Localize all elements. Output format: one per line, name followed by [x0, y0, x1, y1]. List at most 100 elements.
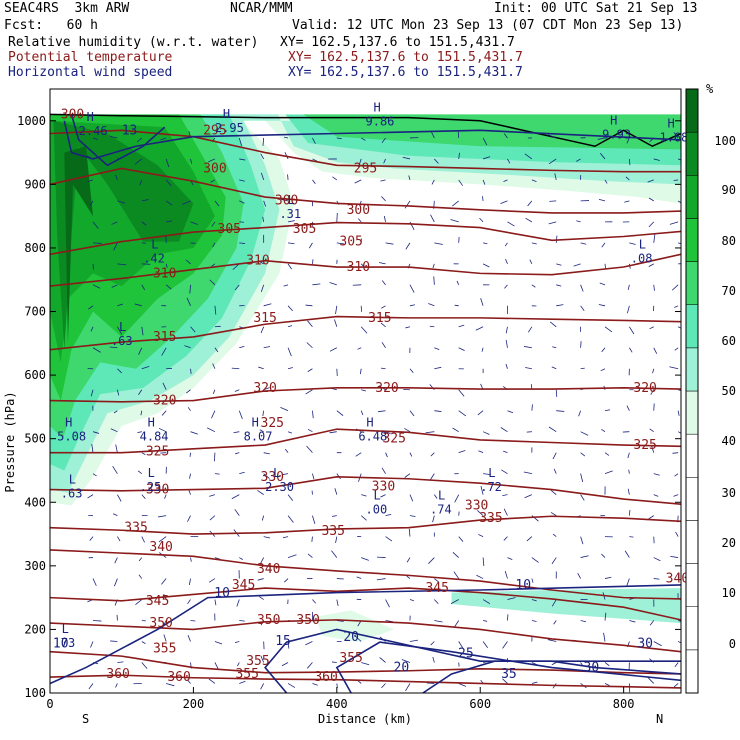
- wind-contour: [63, 120, 681, 160]
- y-tick-label: 500: [24, 432, 46, 446]
- wind-arrow: [239, 557, 243, 560]
- colorbar-tick-label: 70: [722, 284, 736, 298]
- wind-arrow: [409, 284, 415, 293]
- wind-arrow: [502, 641, 508, 649]
- theta-contour-label: 315: [253, 311, 276, 326]
- wind-arrow: [239, 620, 245, 622]
- wind-arrow: [357, 218, 362, 223]
- wind-arrow: [381, 342, 386, 348]
- wind-arrow: [503, 508, 508, 516]
- wind-arrow: [262, 216, 265, 222]
- wind-arrow: [87, 179, 94, 183]
- wind-arrow: [527, 326, 533, 333]
- wind-arrow: [285, 448, 289, 453]
- wind-arrow: [280, 406, 289, 412]
- wind-arrow: [428, 557, 435, 564]
- low-marker: L: [639, 237, 646, 251]
- theta-contour-label: 335: [479, 511, 502, 526]
- theta-contour-label: 300: [275, 193, 298, 208]
- wind-arrow: [141, 326, 144, 336]
- wind-arrow: [678, 389, 681, 392]
- wind-arrow: [88, 683, 94, 690]
- theta-contour-label: 325: [261, 416, 284, 431]
- wind-arrow: [402, 156, 411, 160]
- wind-arrow: [678, 620, 681, 622]
- colorbar-segment: [685, 563, 699, 607]
- wind-arrow: [624, 550, 630, 558]
- extremum-value: 1.68: [659, 131, 688, 145]
- wind-arrow: [404, 428, 411, 433]
- wind-arrow: [483, 620, 488, 622]
- wind-arrow: [287, 554, 297, 558]
- wind-arrow: [361, 557, 369, 561]
- wind-arrow: [379, 657, 386, 663]
- theta-contour-label: 335: [321, 524, 344, 539]
- wind-arrow: [629, 326, 635, 335]
- wind-arrow: [383, 215, 386, 222]
- theta-contour-label: 360: [106, 667, 129, 682]
- y-axis-label: Pressure (hPa): [3, 391, 17, 492]
- wind-arrow: [92, 620, 102, 622]
- wind-arrow: [677, 641, 681, 644]
- wind-arrow: [140, 410, 143, 416]
- wind-arrow: [134, 158, 143, 165]
- wind-arrow: [354, 179, 362, 184]
- wind-contour: [50, 584, 681, 685]
- wind-arrow: [458, 641, 464, 649]
- wind-arrow: [283, 136, 289, 139]
- wind-arrow: [653, 578, 660, 580]
- wind-arrow: [478, 450, 484, 454]
- wind-arrow: [109, 135, 118, 139]
- wind-arrow: [500, 200, 508, 205]
- wind-arrow: [501, 469, 508, 474]
- wind-arrow: [580, 536, 584, 545]
- wind-arrow: [187, 679, 191, 684]
- wind-arrow: [165, 179, 172, 187]
- colorbar-tick-label: 60: [722, 334, 736, 348]
- wind-arrow: [385, 452, 388, 458]
- wind-arrow: [505, 258, 508, 264]
- wind-arrow: [551, 557, 557, 565]
- wind-arrow: [211, 410, 216, 419]
- wind-arrow: [336, 137, 342, 140]
- wind-arrow: [90, 389, 94, 397]
- wind-arrow: [525, 367, 532, 370]
- wind-arrow: [284, 578, 289, 583]
- wind-arrow: [288, 242, 295, 245]
- wind-arrow: [505, 326, 508, 334]
- wind-arrow: [573, 263, 581, 267]
- wind-arrow: [158, 427, 167, 433]
- wind-arrow: [141, 452, 146, 455]
- theta-contour-label: 345: [146, 594, 169, 609]
- theta-contour-label: 295: [354, 161, 377, 176]
- wind-arrow: [482, 156, 491, 160]
- forecast-hour: Fcst: 60 h: [4, 18, 98, 33]
- theta-contour-label: 320: [633, 381, 656, 396]
- wind-arrow: [674, 662, 679, 668]
- wind-arrow: [677, 431, 681, 434]
- wind-arrow: [430, 473, 435, 480]
- low-marker: L: [287, 193, 294, 207]
- wind-contour: [422, 660, 681, 693]
- wind-arrow: [361, 389, 367, 392]
- colorbar-tick-label: 90: [722, 183, 736, 197]
- wind-arrow: [141, 366, 150, 370]
- wind-arrow: [259, 596, 264, 600]
- wind-arrow: [312, 473, 315, 480]
- colorbar-tick-label: 100: [714, 134, 736, 148]
- wind-arrow: [653, 234, 656, 243]
- wind-arrow: [360, 326, 368, 334]
- wind-arrow: [507, 557, 513, 560]
- wind-arrow: [669, 221, 679, 225]
- wind-arrow: [653, 158, 660, 161]
- theta-contour-340: [50, 549, 681, 600]
- wind-arrow: [258, 366, 264, 370]
- wind-arrow: [649, 428, 654, 433]
- wind-arrow: [114, 557, 118, 564]
- wind-arrow: [450, 599, 459, 605]
- wind-arrow: [482, 641, 488, 649]
- x-axis-label: Distance (km): [318, 712, 412, 726]
- y-tick-label: 700: [24, 305, 46, 319]
- wind-arrow: [287, 305, 293, 312]
